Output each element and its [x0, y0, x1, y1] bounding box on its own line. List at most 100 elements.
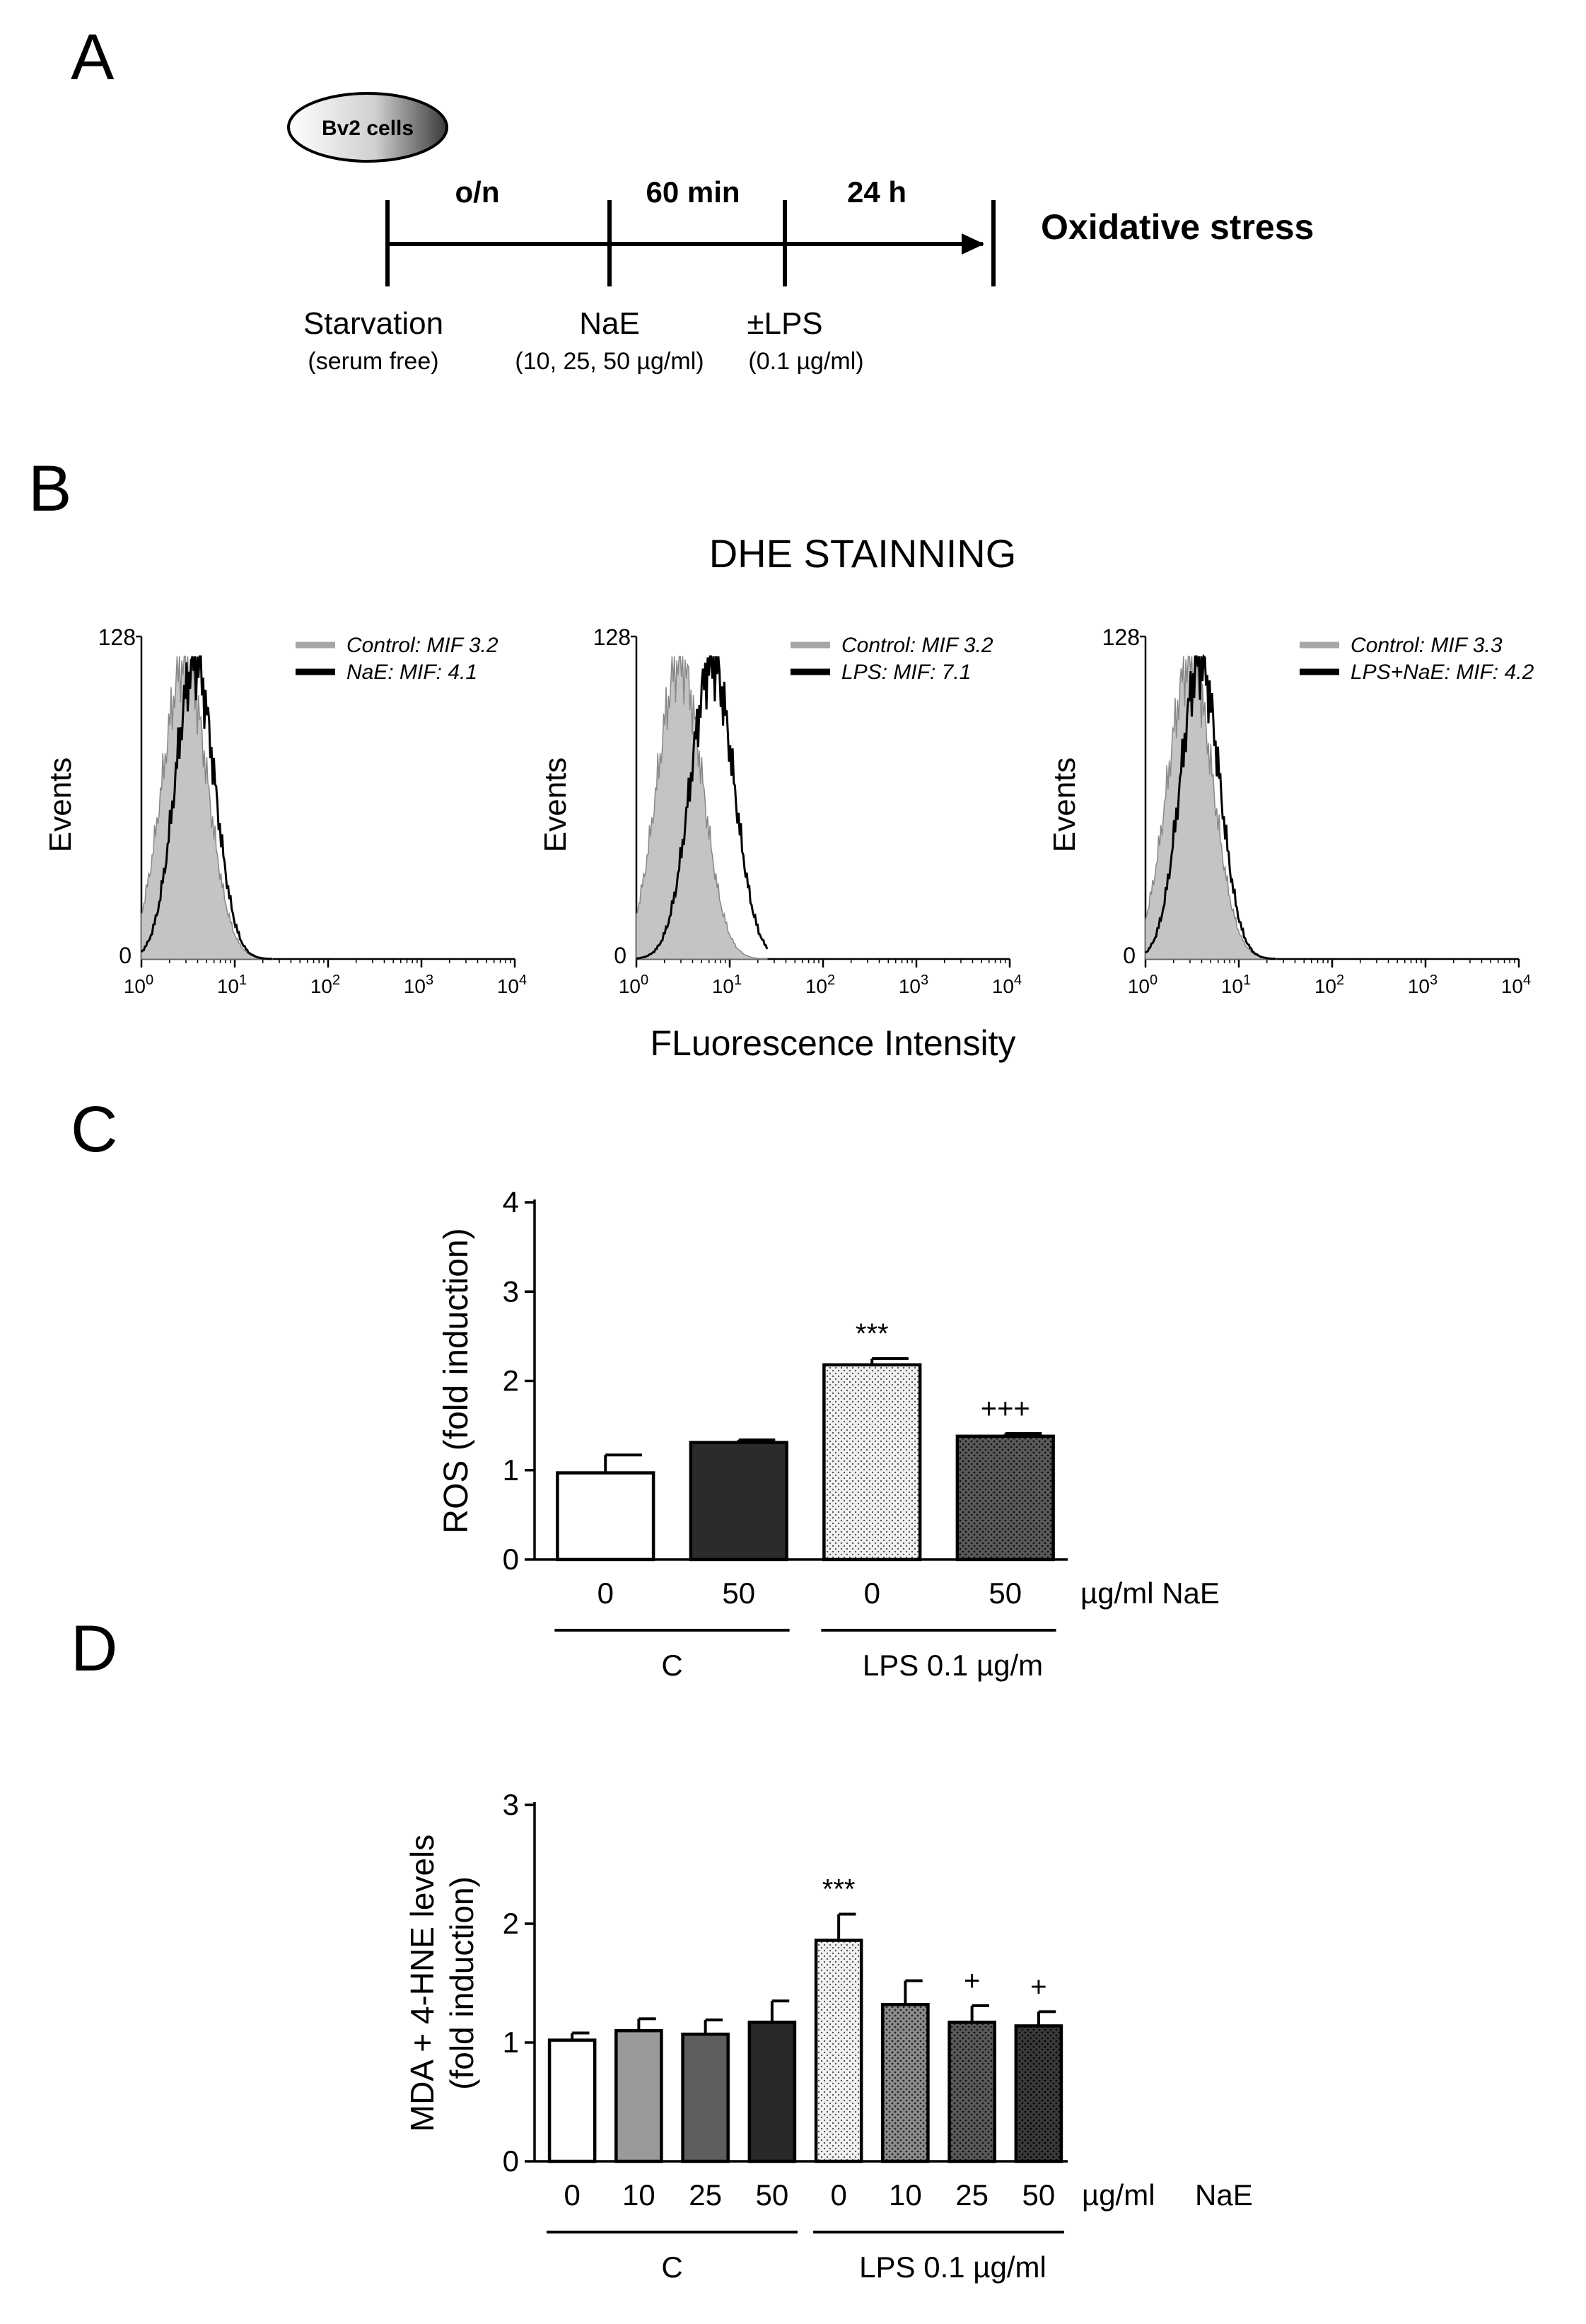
x-tick-label: 100: [124, 972, 153, 997]
x-tick-label: 103: [1408, 972, 1438, 997]
legend-control: Control: MIF 3.2: [841, 634, 993, 657]
step-starvation: Starvation: [303, 306, 443, 341]
category-label: 10: [622, 2178, 655, 2212]
y-tick-label-max: 128: [593, 624, 631, 650]
control-histogram: [636, 656, 768, 960]
y-tick-label: 2: [503, 1907, 519, 1940]
legend-control: Control: MIF 3.3: [1351, 634, 1503, 657]
bar: [689, 1441, 788, 1562]
y-tick-label: 2: [503, 1364, 519, 1398]
bar: [1014, 2024, 1063, 2163]
bar: [822, 1363, 922, 1562]
treated-histogram: [1145, 653, 1276, 960]
bar: [947, 2021, 996, 2163]
outcome-label: Oxidative stress: [1041, 207, 1314, 247]
panel-d-label: D: [71, 1613, 117, 1685]
flow-plot-1: 128 0 100 101 102 103 104 Events Control: MIF 3.…: [43, 624, 527, 997]
mda-hne-bar-chart: 0 1 2 3 MDA + 4-HNE levels (fold induction) 0 1…: [404, 1788, 1253, 2284]
x-tick-label: 104: [1501, 972, 1531, 997]
category-label: 0: [597, 1576, 614, 1610]
bar: [955, 1434, 1055, 1562]
category-label: 10: [889, 2178, 922, 2212]
bar: [556, 1471, 655, 1562]
y-tick-label-max: 128: [1102, 624, 1140, 650]
cell-label: Bv2 cells: [322, 117, 414, 140]
bv2-cell-shape: [287, 92, 448, 163]
x-tick-label: 100: [619, 972, 648, 997]
y-tick-label-min: 0: [119, 943, 132, 968]
significance-mark: ***: [856, 1318, 889, 1349]
x-tick-label: 101: [1221, 972, 1251, 997]
group-label: LPS 0.1 µg/m: [863, 1649, 1043, 1682]
y-axis-label: Events: [1047, 757, 1082, 853]
flow-plot-2: 128 0 100 101 102 103 104 Events Control: MIF 3.…: [538, 624, 1022, 997]
x-tick-label: 103: [404, 972, 433, 997]
legend-treated: NaE: MIF: 4.1: [346, 661, 477, 684]
bar: [681, 2032, 730, 2163]
category-label: 50: [1022, 2178, 1056, 2212]
y-tick-label-min: 0: [614, 943, 626, 968]
x-tick-label: 102: [1314, 972, 1344, 997]
category-label: 50: [722, 1576, 755, 1610]
y-tick-label: 0: [503, 2144, 519, 2178]
bar: [881, 2002, 930, 2163]
x-tick-label: 101: [217, 972, 247, 997]
x-tick-label: 100: [1128, 972, 1158, 997]
unit-label: µg/ml: [1082, 2178, 1155, 2212]
x-tick-label: 102: [805, 972, 835, 997]
step-lps-detail: (0.1 µg/ml): [748, 348, 863, 375]
timeline-arrowhead: [962, 233, 984, 255]
step-nae: NaE: [579, 306, 640, 341]
y-axis-label: MDA + 4-HNE levels: [404, 1835, 441, 2132]
flow-title: DHE STAINNING: [709, 531, 1017, 576]
y-axis-label: Events: [538, 757, 573, 853]
step-nae-detail: (10, 25, 50 µg/ml): [515, 348, 704, 375]
y-tick-label-max: 128: [98, 624, 136, 650]
y-tick-label: 1: [503, 2026, 519, 2059]
panel-b: B DHE STAINNING 128 0 100 101 102 103 104 Event…: [28, 453, 1534, 1063]
flow-plot-3: 128 0 100 101 102 103 104 Events Control: MIF 3.…: [1047, 624, 1534, 997]
unit-label-2: NaE: [1195, 2178, 1253, 2212]
group-label: C: [661, 2250, 682, 2284]
y-tick-label: 4: [503, 1185, 519, 1219]
category-label: 50: [756, 2178, 789, 2212]
x-tick-label: 102: [310, 972, 340, 997]
significance-mark: +++: [981, 1393, 1030, 1424]
x-tick-label: 103: [899, 972, 928, 997]
category-label: 0: [564, 2178, 580, 2212]
significance-mark: ***: [822, 1874, 856, 1905]
panel-c: C 0 1 2 3 4 ROS (fold induction) 0 50 *** 0 +++ 50 µ…: [71, 1093, 1220, 1682]
bar: [614, 2028, 663, 2163]
group-label: C: [661, 1649, 682, 1682]
category-label: 0: [864, 1576, 880, 1610]
y-axis-label: Events: [43, 757, 78, 853]
x-tick-label: 104: [992, 972, 1022, 997]
period-overnight: o/n: [455, 175, 500, 209]
bar: [747, 2021, 797, 2163]
legend-control: Control: MIF 3.2: [346, 634, 498, 657]
ros-bar-chart: 0 1 2 3 4 ROS (fold induction) 0 50 *** 0 +++ 50 µg/…: [438, 1185, 1220, 1682]
unit-label: µg/ml NaE: [1080, 1576, 1220, 1610]
y-tick-label: 3: [503, 1274, 519, 1308]
period-60min: 60 min: [646, 175, 740, 209]
step-lps: ±LPS: [747, 306, 822, 341]
category-label: 50: [989, 1576, 1022, 1610]
bar: [547, 2038, 597, 2163]
category-label: 0: [830, 2178, 846, 2212]
period-24h: 24 h: [847, 175, 906, 209]
group-label: LPS 0.1 µg/ml: [859, 2250, 1046, 2284]
treated-histogram: [140, 655, 272, 960]
significance-mark: +: [964, 1965, 980, 1997]
treated-histogram: [636, 655, 769, 960]
flow-histograms: 128 0 100 101 102 103 104 Events Control: MIF 3.…: [43, 624, 1534, 997]
flow-x-label: FLuorescence Intensity: [651, 1023, 1016, 1063]
y-axis-label-2: (fold induction): [443, 1876, 480, 2090]
significance-mark: +: [1030, 1971, 1046, 2002]
x-tick-label: 104: [497, 972, 527, 997]
panel-d: D 0 1 2 3 MDA + 4-HNE levels (fold induction)…: [71, 1613, 1253, 2284]
bar: [814, 1939, 863, 2163]
legend-treated: LPS+NaE: MIF: 4.2: [1351, 661, 1534, 684]
panel-b-label: B: [28, 453, 71, 525]
y-axis-label: ROS (fold induction): [438, 1228, 475, 1533]
category-label: 25: [955, 2178, 989, 2212]
